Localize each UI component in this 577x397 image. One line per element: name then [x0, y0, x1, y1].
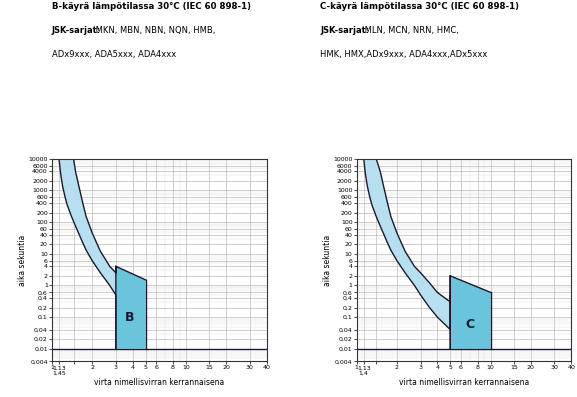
- Text: B-käyrä lämpötilassa 30°C (IEC 60 898-1): B-käyrä lämpötilassa 30°C (IEC 60 898-1): [52, 2, 251, 11]
- Polygon shape: [364, 159, 450, 349]
- Text: C: C: [465, 318, 474, 331]
- Text: JSK-sarjat:: JSK-sarjat:: [52, 26, 101, 35]
- Text: HMK, HMX,ADx9xxx, ADA4xxx,ADx5xxx: HMK, HMX,ADx9xxx, ADA4xxx,ADx5xxx: [320, 50, 488, 59]
- Y-axis label: aika sekuntia: aika sekuntia: [323, 234, 332, 286]
- Text: C-käyrä lämpötilassa 30°C (IEC 60 898-1): C-käyrä lämpötilassa 30°C (IEC 60 898-1): [320, 2, 519, 11]
- X-axis label: virta nimellisvirran kerrannaisena: virta nimellisvirran kerrannaisena: [399, 378, 529, 387]
- Text: ADx9xxx, ADA5xxx, ADA4xxx: ADx9xxx, ADA5xxx, ADA4xxx: [52, 50, 176, 59]
- Text: MLN, MCN, NRN, HMC,: MLN, MCN, NRN, HMC,: [362, 26, 459, 35]
- Text: MKN, MBN, NBN, NQN, HMB,: MKN, MBN, NBN, NQN, HMB,: [93, 26, 216, 35]
- Polygon shape: [59, 159, 116, 349]
- X-axis label: virta nimellisvirran kerrannaisena: virta nimellisvirran kerrannaisena: [94, 378, 224, 387]
- Polygon shape: [450, 276, 490, 349]
- Text: B: B: [125, 310, 134, 324]
- Polygon shape: [116, 266, 145, 349]
- Y-axis label: aika sekuntia: aika sekuntia: [18, 234, 27, 286]
- Text: JSK-sarjat:: JSK-sarjat:: [320, 26, 369, 35]
